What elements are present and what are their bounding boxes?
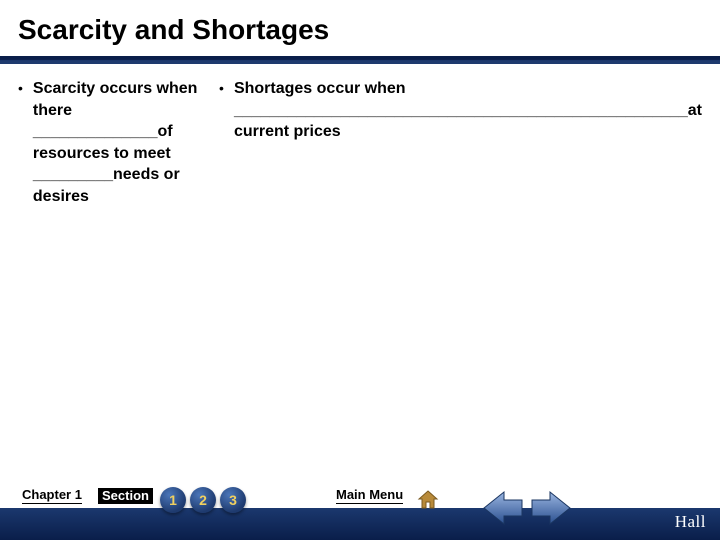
section-numbers: 1 2 3: [160, 487, 246, 513]
content-area: • Scarcity occurs when there ___________…: [0, 64, 720, 208]
left-column: • Scarcity occurs when there ___________…: [18, 78, 199, 208]
publisher-logo: Prentice Hall: [656, 495, 706, 532]
section-label: Section: [98, 488, 153, 504]
home-icon[interactable]: [416, 488, 440, 512]
title-underline-bar: [0, 56, 720, 64]
bullet-right-text: Shortages occur when ___________________…: [234, 78, 702, 143]
right-column: • Shortages occur when _________________…: [219, 78, 702, 208]
section-number-2[interactable]: 2: [190, 487, 216, 513]
section-number-1[interactable]: 1: [160, 487, 186, 513]
logo-line-2: Hall: [656, 512, 706, 532]
footer: Chapter 1 Section 1 2 3 Main Menu: [0, 480, 720, 540]
chapter-link[interactable]: Chapter 1: [22, 487, 82, 504]
footer-bar: [0, 508, 720, 540]
logo-line-1: Prentice: [656, 495, 706, 512]
section-number-3[interactable]: 3: [220, 487, 246, 513]
slide-title: Scarcity and Shortages: [18, 14, 702, 46]
bullet-left-text: Scarcity occurs when there _____________…: [33, 78, 199, 208]
bullet-dot: •: [219, 80, 224, 96]
bullet-dot: •: [18, 80, 23, 96]
prev-arrow-button[interactable]: [480, 488, 526, 528]
mainmenu-link[interactable]: Main Menu: [336, 487, 403, 504]
next-arrow-button[interactable]: [528, 488, 574, 528]
nav-arrows: [480, 488, 574, 528]
